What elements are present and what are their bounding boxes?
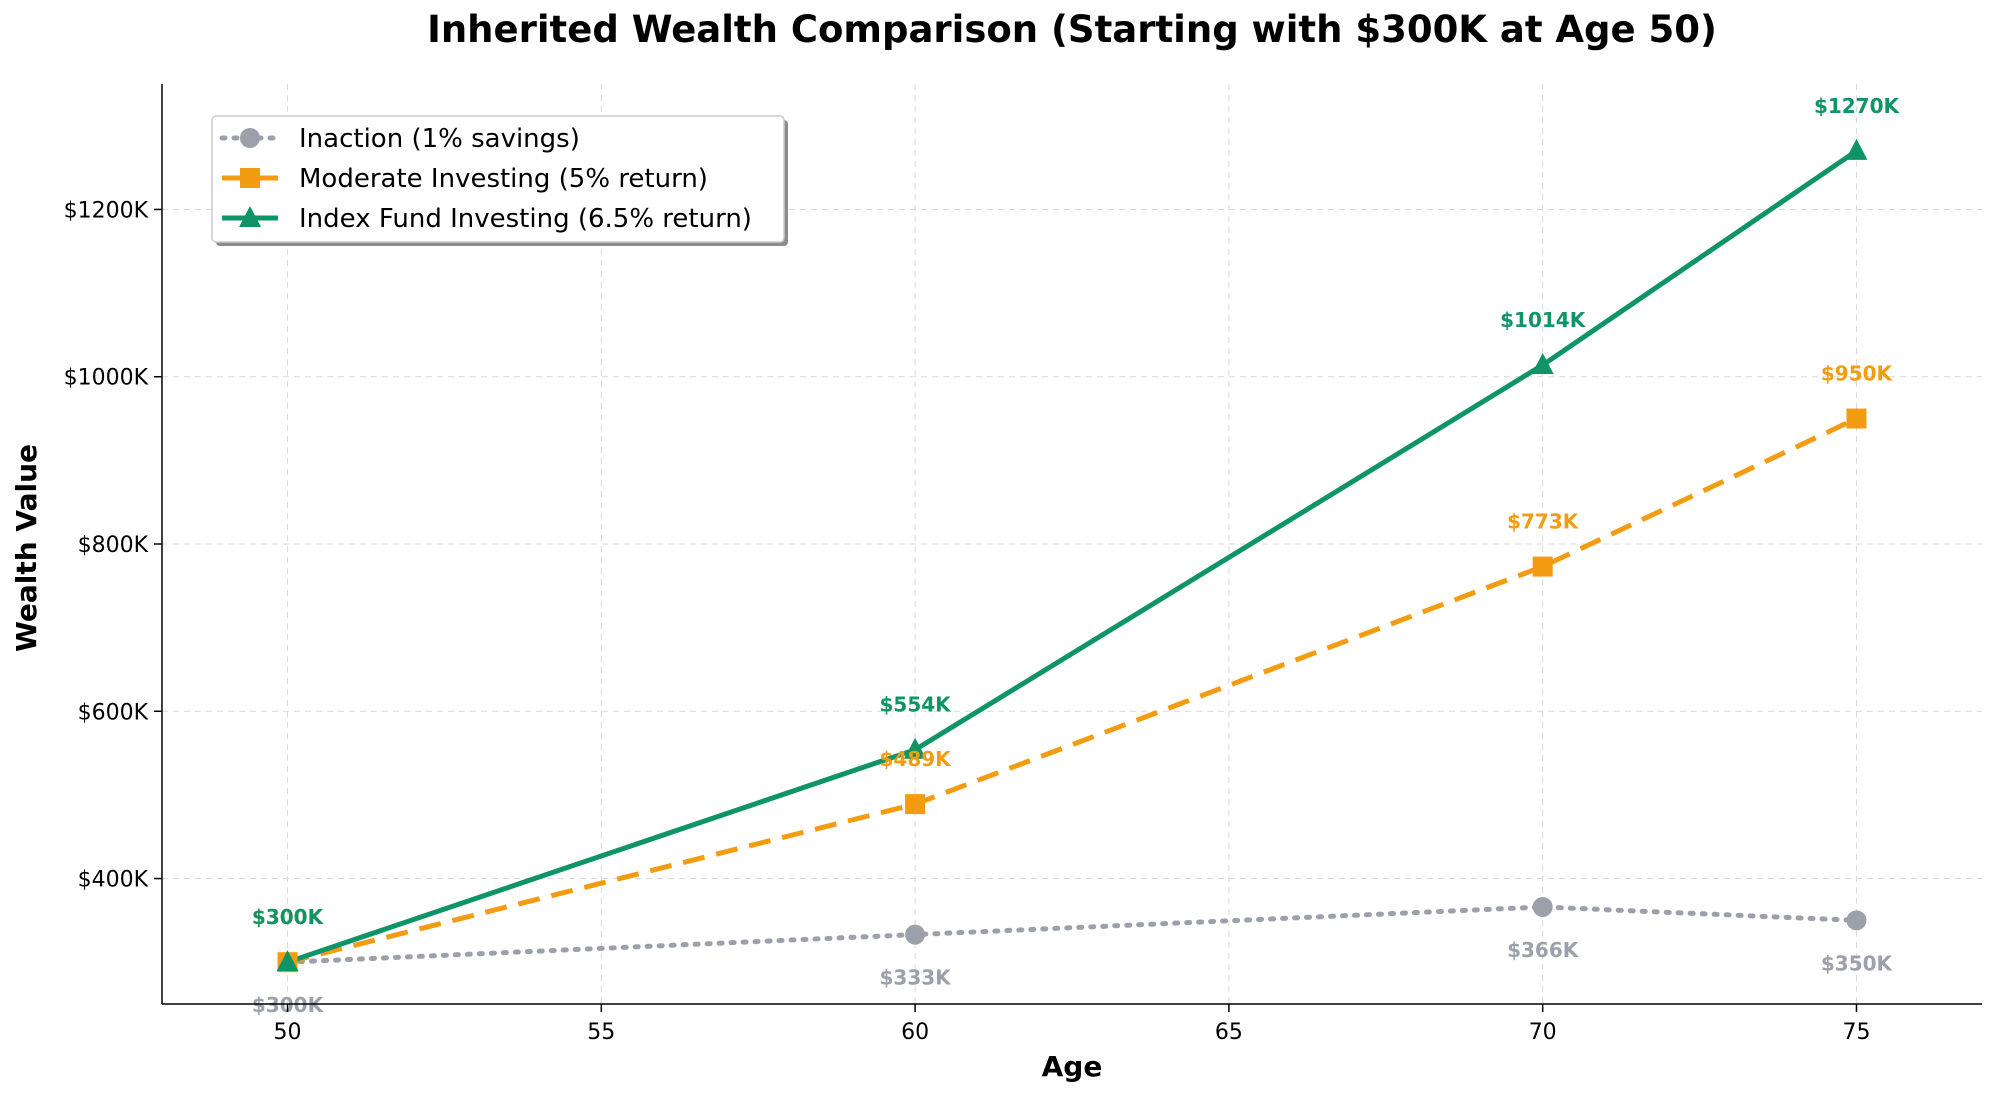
- data-label: $300K: [252, 905, 325, 929]
- y-tick-label: $800K: [78, 533, 149, 558]
- legend: Inaction (1% savings) Moderate Investing …: [211, 115, 788, 246]
- legend-entry-label: Inaction (1% savings): [299, 124, 580, 154]
- data-label: $489K: [880, 747, 953, 771]
- x-axis-ticks: 50 55 60 65 70 75: [274, 1004, 1870, 1045]
- data-label: $300K: [252, 905, 325, 929]
- legend-swatch-marker: [240, 128, 260, 148]
- data-point-marker: [905, 924, 926, 945]
- series-markers: [276, 138, 1868, 973]
- data-point-marker: [1532, 556, 1553, 577]
- legend-box: [211, 115, 785, 243]
- data-label: $950K: [1821, 362, 1894, 386]
- x-tick-label: 60: [901, 1020, 929, 1045]
- x-tick-label: 75: [1842, 1020, 1870, 1045]
- data-point-marker: [1846, 910, 1867, 931]
- y-tick-label: $1000K: [64, 366, 149, 391]
- x-tick-label: 50: [274, 1020, 302, 1045]
- series-line-1: [285, 904, 1859, 965]
- x-axis-label: Age: [1042, 1050, 1103, 1083]
- x-tick-label: 70: [1529, 1020, 1557, 1045]
- x-tick-label: 65: [1215, 1020, 1243, 1045]
- data-point-marker: [1846, 408, 1867, 429]
- data-point-marker: [905, 794, 926, 815]
- y-axis-label: Wealth Value: [10, 444, 43, 652]
- x-tick-label: 55: [587, 1020, 615, 1045]
- data-label: $350K: [1821, 951, 1894, 975]
- data-label: $554K: [880, 693, 953, 717]
- y-tick-label: $400K: [78, 868, 149, 893]
- data-label: $333K: [880, 966, 953, 990]
- data-label: $1014K: [1500, 308, 1587, 332]
- y-axis-ticks: $400K $600K $800K $1000K $1200K: [64, 198, 162, 893]
- chart-title: Inherited Wealth Comparison (Starting wi…: [427, 8, 1717, 51]
- series-line-3: [286, 148, 1858, 965]
- data-point-marker: [1845, 138, 1868, 160]
- legend-entry-label: Index Fund Investing (6.5% return): [299, 204, 752, 234]
- y-tick-label: $600K: [78, 700, 149, 725]
- data-label: $1270K: [1814, 94, 1901, 118]
- series-line-2: [286, 416, 1858, 965]
- legend-swatch-marker: [240, 168, 260, 188]
- data-label: $773K: [1507, 510, 1580, 534]
- legend-entry-label: Moderate Investing (5% return): [299, 164, 708, 194]
- data-point-marker: [1532, 896, 1553, 917]
- data-labels: $300K$333K$366K$350K$300K$489K$773K$950K…: [252, 94, 1901, 1017]
- data-point-marker: [1531, 353, 1554, 375]
- legend-swatch-marker: [239, 206, 261, 227]
- data-point-marker: [276, 950, 299, 972]
- series-lines: [285, 148, 1859, 965]
- y-tick-label: $1200K: [64, 198, 149, 223]
- data-label: $366K: [1507, 938, 1580, 962]
- data-point-marker: [904, 737, 927, 759]
